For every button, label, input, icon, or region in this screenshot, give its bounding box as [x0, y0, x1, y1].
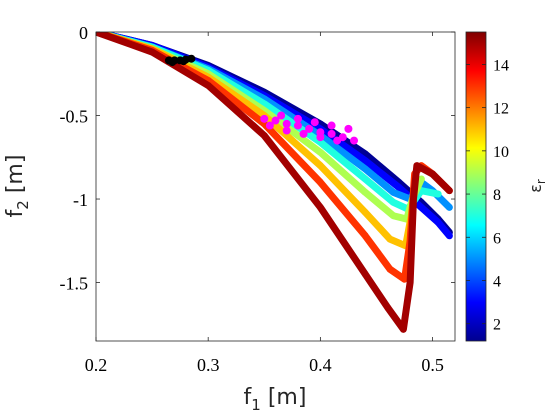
data-point	[317, 163, 323, 169]
y-tick-label: -1	[73, 190, 88, 210]
colorbar-tick-label: 8	[493, 187, 501, 204]
colorbar-label: εr	[526, 179, 548, 193]
data-point	[261, 96, 267, 102]
data-point	[317, 179, 323, 185]
data-point	[418, 199, 424, 205]
data-point	[362, 233, 368, 239]
colorbar-tick-label: 4	[493, 273, 501, 290]
data-point	[261, 101, 267, 107]
data-point	[261, 108, 267, 114]
data-point	[402, 276, 408, 282]
data-point	[418, 176, 424, 182]
colorbar-gradient	[465, 31, 487, 342]
data-point	[410, 196, 416, 202]
data-point	[305, 124, 314, 133]
data-point	[362, 176, 368, 182]
x-tick-label: 0.5	[421, 355, 444, 375]
y-tick-label: -0.5	[60, 107, 89, 127]
data-point	[430, 171, 436, 177]
colorbar-tick-label: 6	[493, 230, 501, 247]
data-point	[362, 189, 368, 195]
data-point	[390, 189, 396, 195]
data-point	[205, 82, 211, 88]
data-point	[179, 57, 188, 66]
data-point	[362, 166, 368, 172]
data-point	[446, 233, 452, 239]
data-point	[362, 271, 368, 277]
data-point	[350, 136, 359, 145]
colorbar-tick-label: 10	[493, 144, 509, 161]
data-point	[362, 158, 368, 164]
data-point	[362, 151, 368, 157]
data-point	[387, 266, 393, 272]
data-point	[435, 191, 441, 197]
data-point	[317, 204, 323, 210]
data-point	[446, 188, 452, 194]
data-point	[316, 133, 325, 142]
y-tick-label: -1.5	[60, 274, 89, 294]
data-point	[362, 209, 368, 215]
colorbar: 2 4 6 8 10 12 14 εr	[465, 31, 548, 342]
y-tick-label: 0	[79, 23, 88, 43]
data-point	[403, 243, 409, 249]
x-tick-label: 0.3	[197, 355, 220, 375]
data-point	[282, 126, 291, 135]
data-point	[390, 213, 396, 219]
data-point	[414, 163, 420, 169]
data-point	[299, 129, 308, 138]
data-point	[317, 139, 323, 145]
data-point	[261, 121, 267, 127]
x-axis: 0.2 0.3 0.4 0.5	[85, 32, 444, 375]
data-point	[96, 32, 99, 35]
data-point	[260, 114, 269, 123]
data-point	[205, 77, 211, 83]
x-axis-label: f1 [m]	[244, 385, 307, 414]
data-point	[317, 149, 323, 155]
data-point	[385, 305, 391, 311]
data-marks	[96, 32, 453, 333]
data-point	[187, 54, 196, 63]
data-point	[396, 184, 402, 190]
data-point	[261, 133, 267, 139]
data-point	[282, 119, 291, 128]
colorbar-tick-label: 12	[493, 101, 509, 118]
data-point	[333, 136, 342, 145]
plot-frame	[95, 31, 456, 342]
data-point	[265, 121, 274, 130]
data-point	[293, 121, 302, 130]
data-point	[418, 188, 424, 194]
data-point	[387, 236, 393, 242]
x-tick-label: 0.2	[85, 355, 108, 375]
y-axis: 0 -0.5 -1 -1.5	[60, 23, 455, 294]
colorbar-tick-label: 14	[493, 57, 509, 74]
data-point	[293, 114, 302, 123]
data-point	[396, 179, 402, 185]
data-point	[400, 326, 406, 332]
data-point	[407, 280, 413, 286]
data-point	[390, 199, 396, 205]
data-point	[310, 118, 319, 127]
data-point	[149, 49, 155, 55]
data-point	[277, 111, 286, 120]
x-tick-label: 0.4	[309, 355, 332, 375]
data-point	[317, 121, 323, 127]
data-point	[344, 124, 353, 133]
y-axis-label: f2 [m]	[3, 155, 32, 218]
data-point	[446, 204, 452, 210]
data-point	[168, 58, 177, 67]
data-point	[435, 219, 441, 225]
data-point	[404, 216, 410, 222]
colorbar-tick-label: 2	[493, 317, 501, 334]
data-point	[271, 116, 280, 125]
data-point	[418, 204, 424, 210]
data-point	[327, 121, 336, 130]
data-point	[327, 129, 336, 138]
